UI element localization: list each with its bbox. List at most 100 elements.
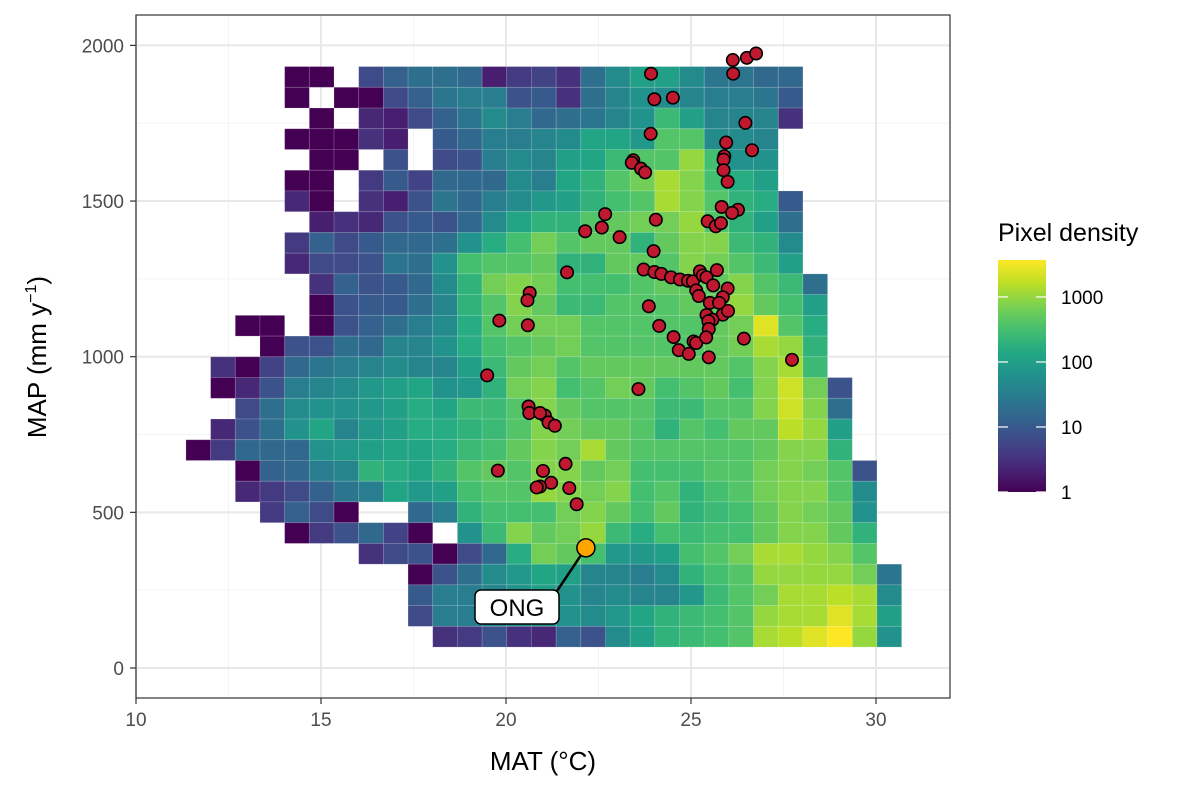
density-tile [851, 460, 878, 482]
density-tile [382, 107, 409, 130]
density-tile [777, 294, 804, 316]
density-tile [481, 543, 508, 565]
density-tile [654, 625, 680, 648]
density-tile [580, 356, 606, 378]
density-tile [308, 418, 335, 441]
density-tile [753, 563, 779, 586]
density-tile [703, 377, 730, 399]
site-point [725, 53, 740, 68]
density-tile [802, 480, 829, 503]
density-tile [777, 397, 804, 420]
density-tile [432, 107, 458, 130]
density-tile [457, 460, 483, 482]
legend-label: 10 [1061, 418, 1082, 439]
density-tile [629, 314, 656, 337]
density-tile [802, 501, 829, 524]
density-tile [457, 86, 483, 109]
site-point [641, 299, 656, 314]
density-tile [284, 128, 310, 150]
density-tile [481, 107, 508, 130]
density-tile [777, 377, 804, 399]
density-tile [457, 543, 483, 565]
density-tile [555, 190, 582, 213]
density-tile [308, 480, 335, 503]
density-tile [827, 480, 853, 503]
density-tile [358, 190, 384, 213]
density-tile [210, 439, 236, 461]
density-tile [284, 86, 310, 109]
density-tile [802, 418, 829, 441]
density-tile [308, 460, 335, 482]
density-tile [555, 625, 582, 648]
density-tile [234, 418, 261, 441]
density-tile [382, 460, 409, 482]
density-tile [506, 86, 532, 109]
density-tile [679, 625, 705, 648]
density-tile [308, 439, 335, 461]
density-tile [333, 439, 360, 461]
density-tile [382, 397, 409, 420]
density-tile [333, 418, 360, 441]
density-tile [284, 397, 310, 420]
density-tile [481, 169, 508, 192]
density-tile [432, 439, 458, 461]
density-tile [358, 86, 384, 109]
density-tile [308, 377, 335, 399]
site-point [738, 115, 753, 130]
density-tile [382, 418, 409, 441]
density-tile [605, 605, 631, 627]
density-tile [506, 377, 532, 399]
site-point [725, 205, 740, 220]
legend: Pixel density 1 10 100 1000 [998, 219, 1139, 504]
density-tile [728, 397, 754, 420]
ong-point [576, 538, 596, 558]
density-tile [777, 86, 804, 109]
density-tile [531, 86, 557, 109]
density-tile [802, 563, 829, 586]
density-tile [679, 107, 705, 130]
site-point [652, 318, 667, 333]
y-axis-title-close: ) [22, 276, 52, 285]
density-tile [555, 169, 582, 192]
site-point [749, 46, 764, 61]
density-tile [407, 418, 434, 441]
density-tile [481, 418, 508, 441]
density-tile [432, 480, 458, 503]
density-tile [728, 232, 754, 254]
density-tile [259, 439, 286, 461]
density-tile [555, 86, 582, 109]
density-tile [827, 563, 853, 586]
site-point [558, 456, 573, 471]
density-tile [506, 107, 532, 130]
density-tile [506, 335, 532, 358]
density-tile [703, 107, 730, 130]
density-tile [851, 605, 878, 627]
density-tile [333, 149, 360, 171]
density-tile [629, 584, 656, 607]
density-tile [876, 625, 903, 648]
density-tile [407, 169, 434, 192]
density-tile [481, 232, 508, 254]
density-tile [531, 149, 557, 171]
density-tile [728, 605, 754, 627]
density-tile [679, 460, 705, 482]
density-tile [358, 335, 384, 358]
density-tile [777, 563, 804, 586]
density-tile [753, 397, 779, 420]
density-tile [531, 169, 557, 192]
density-tile [358, 356, 384, 378]
density-tile [777, 605, 804, 627]
density-tile [827, 439, 853, 461]
density-tile [259, 335, 286, 358]
density-tile [234, 314, 261, 337]
density-tile [432, 584, 458, 607]
density-tile [308, 107, 335, 130]
density-tile [358, 314, 384, 337]
ong-label-text: ONG [490, 595, 545, 622]
density-tile [802, 543, 829, 565]
density-tile [605, 543, 631, 565]
y-tick-label: 1000 [82, 348, 124, 369]
density-tile [457, 356, 483, 378]
site-point [648, 212, 663, 227]
density-tile [432, 460, 458, 482]
